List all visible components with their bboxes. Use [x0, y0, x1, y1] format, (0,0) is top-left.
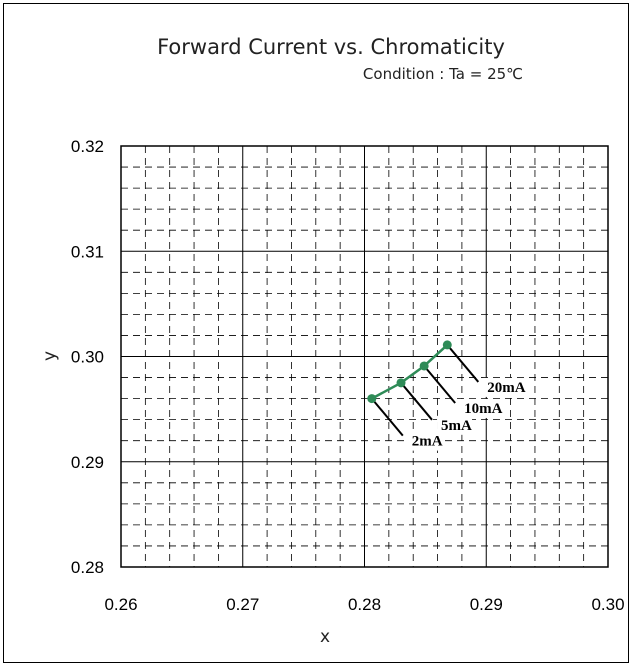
annotation-label: 20mA: [487, 380, 525, 396]
x-tick-label: 0.26: [104, 595, 137, 614]
data-point: [396, 378, 406, 388]
annotation-leader-line: [446, 344, 480, 383]
annotation-label: 10mA: [464, 401, 502, 417]
x-tick-labels: 0.26 0.27 0.28 0.29 0.30: [104, 595, 624, 614]
chart-title: Forward Current vs. Chromaticity: [157, 35, 505, 59]
chart-subtitle: Condition : Ta = 25℃: [363, 65, 523, 83]
x-tick-label: 0.28: [348, 595, 381, 614]
x-tick-label: 0.29: [470, 595, 503, 614]
y-tick-label: 0.31: [71, 242, 104, 261]
y-axis-label: y: [40, 351, 60, 361]
annotation-leader-line: [371, 397, 404, 437]
y-tick-label: 0.30: [71, 348, 104, 367]
major-grid: [121, 146, 608, 567]
y-tick-label: 0.32: [71, 137, 104, 156]
annotation-label-background: [460, 398, 505, 418]
annotation-leader-line: [423, 365, 456, 404]
annotation-label-background: [437, 415, 473, 435]
data-point: [367, 394, 377, 404]
annotation-leader-line: [400, 382, 433, 421]
plot-area-border: [120, 145, 609, 568]
x-tick-label: 0.27: [226, 595, 259, 614]
chromaticity-series: [367, 340, 452, 404]
y-tick-label: 0.29: [71, 453, 104, 472]
data-point: [442, 340, 452, 350]
series-line: [371, 343, 449, 400]
x-axis-label: x: [320, 627, 330, 647]
data-point: [419, 361, 429, 371]
annotation-label: 5mA: [441, 418, 472, 434]
annotation-label-background: [407, 431, 443, 451]
annotation-label: 2mA: [412, 434, 443, 450]
y-tick-labels: 0.28 0.29 0.30 0.31 0.32: [71, 137, 104, 577]
x-tick-label: 0.30: [591, 595, 624, 614]
annotation-label-background: [483, 377, 528, 397]
y-tick-label: 0.28: [71, 558, 104, 577]
